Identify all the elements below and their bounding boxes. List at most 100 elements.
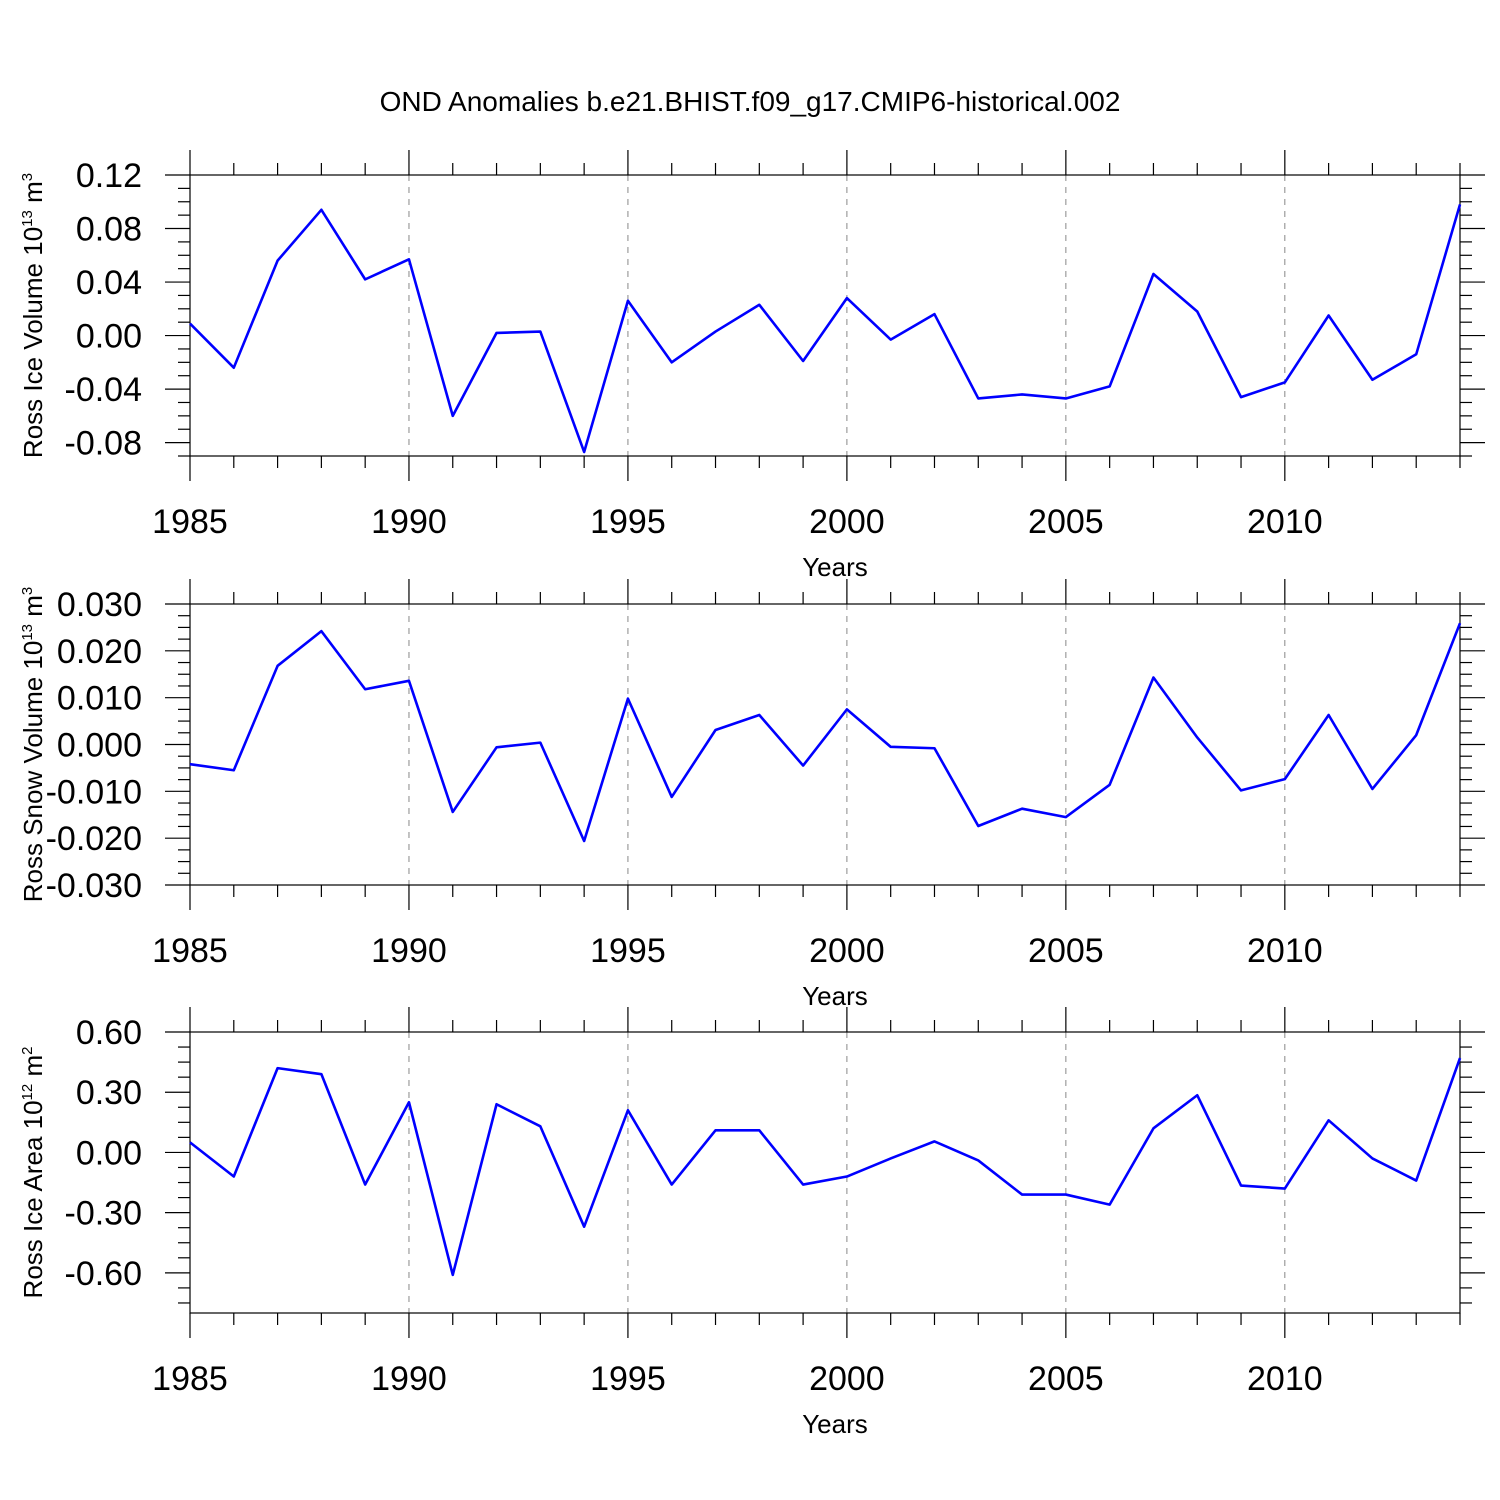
data-point: [538, 741, 542, 745]
data-point: [363, 1183, 367, 1187]
y-tick-label: -0.030: [46, 867, 142, 905]
data-series-line: [189, 204, 1462, 454]
data-point: [1458, 202, 1462, 206]
y-axis-label: Ross Snow Volume 1013 m3: [18, 587, 48, 903]
data-point: [1064, 396, 1068, 400]
y-tick-label: -0.04: [65, 371, 143, 409]
y-tick-label: 0.00: [76, 1134, 142, 1172]
data-point: [276, 259, 280, 263]
data-point: [451, 414, 455, 418]
plot-frame: [189, 1031, 1461, 1314]
data-point: [538, 1124, 542, 1128]
y-axis-label: Ross Ice Area 1012 m2: [18, 1047, 48, 1299]
data-point: [1414, 352, 1418, 356]
data-point: [407, 257, 411, 261]
data-point: [801, 359, 805, 363]
panel-1: 0.12 0.08 0.04 0.00 -0.04 -0.08 1985 1990 1995 20…: [18, 150, 1485, 582]
x-tick-label: 1990: [371, 503, 447, 541]
data-point: [1108, 1203, 1112, 1207]
x-tick-label: 2010: [1247, 932, 1323, 970]
y-axis-label-superscript: 2: [19, 1047, 36, 1055]
data-point: [1195, 309, 1199, 313]
data-point: [845, 296, 849, 300]
data-point: [232, 1175, 236, 1179]
data-point: [1239, 395, 1243, 399]
x-tick-label: 1985: [152, 1360, 228, 1398]
data-point: [319, 629, 323, 633]
data-point: [670, 795, 674, 799]
data-point: [889, 338, 893, 342]
data-point: [1370, 1156, 1374, 1160]
y-tick-label: 0.04: [76, 264, 142, 302]
data-point: [1283, 777, 1287, 781]
data-point: [1108, 783, 1112, 787]
x-tick-label: 2000: [809, 503, 885, 541]
figure-title: OND Anomalies b.e21.BHIST.f09_g17.CMIP6-…: [380, 86, 1121, 117]
y-tick-label: 0.60: [76, 1014, 142, 1052]
data-point: [582, 839, 586, 843]
y-tick-label: 0.030: [57, 586, 142, 624]
data-point: [1020, 807, 1024, 811]
y-tick-label: 0.00: [76, 318, 142, 356]
data-point: [1283, 380, 1287, 384]
data-point: [276, 664, 280, 668]
data-point: [670, 1183, 674, 1187]
data-point: [276, 1066, 280, 1070]
data-point: [232, 366, 236, 370]
data-point: [319, 1072, 323, 1076]
y-tick-label: 0.010: [57, 680, 142, 718]
y-axis-label-text: m: [18, 181, 48, 210]
y-tick-label: -0.020: [46, 820, 142, 858]
data-point: [801, 764, 805, 768]
data-point: [757, 303, 761, 307]
x-tick-label: 1990: [371, 932, 447, 970]
data-point: [363, 277, 367, 281]
data-point: [626, 697, 630, 701]
data-point: [188, 762, 192, 766]
y-axis-label-superscript: 13: [19, 210, 36, 227]
y-tick-label: -0.010: [46, 773, 142, 811]
data-series-line: [189, 622, 1462, 843]
y-axis-label-superscript: 3: [19, 173, 36, 181]
data-point: [407, 1100, 411, 1104]
data-point: [1239, 788, 1243, 792]
data-point: [451, 810, 455, 814]
y-axis-label-superscript: 3: [19, 587, 36, 595]
data-point: [976, 824, 980, 828]
x-tick-label: 1995: [590, 932, 666, 970]
data-point: [714, 330, 718, 334]
x-tick-label: 1985: [152, 932, 228, 970]
data-point: [1195, 1093, 1199, 1097]
data-point: [976, 396, 980, 400]
data-series-line: [189, 1057, 1462, 1277]
data-point: [538, 330, 542, 334]
data-point: [1370, 378, 1374, 382]
panel-2: 0.030 0.020 0.010 0.000 -0.010 -0.020 -0.030 19…: [18, 579, 1485, 1011]
data-point: [932, 746, 936, 750]
data-point: [626, 299, 630, 303]
data-point: [232, 768, 236, 772]
y-axis-label-superscript: 12: [19, 1084, 36, 1101]
data-point: [319, 208, 323, 212]
y-tick-label: -0.30: [65, 1195, 143, 1233]
y-axis-label: Ross Ice Volume 1013 m3: [18, 173, 48, 458]
data-point: [495, 1102, 499, 1106]
x-tick-label: 1990: [371, 1360, 447, 1398]
data-point: [1064, 815, 1068, 819]
data-point: [1458, 1056, 1462, 1060]
data-point: [188, 1140, 192, 1144]
data-point: [714, 728, 718, 732]
data-point: [670, 360, 674, 364]
data-point: [714, 1128, 718, 1132]
data-point: [495, 745, 499, 749]
data-point: [1414, 733, 1418, 737]
x-tick-label: 1995: [590, 503, 666, 541]
x-tick-label: 2010: [1247, 503, 1323, 541]
x-tick-label: 2005: [1028, 503, 1104, 541]
x-tick-label: 2000: [809, 932, 885, 970]
data-point: [801, 1183, 805, 1187]
data-point: [976, 1158, 980, 1162]
data-point: [1195, 735, 1199, 739]
